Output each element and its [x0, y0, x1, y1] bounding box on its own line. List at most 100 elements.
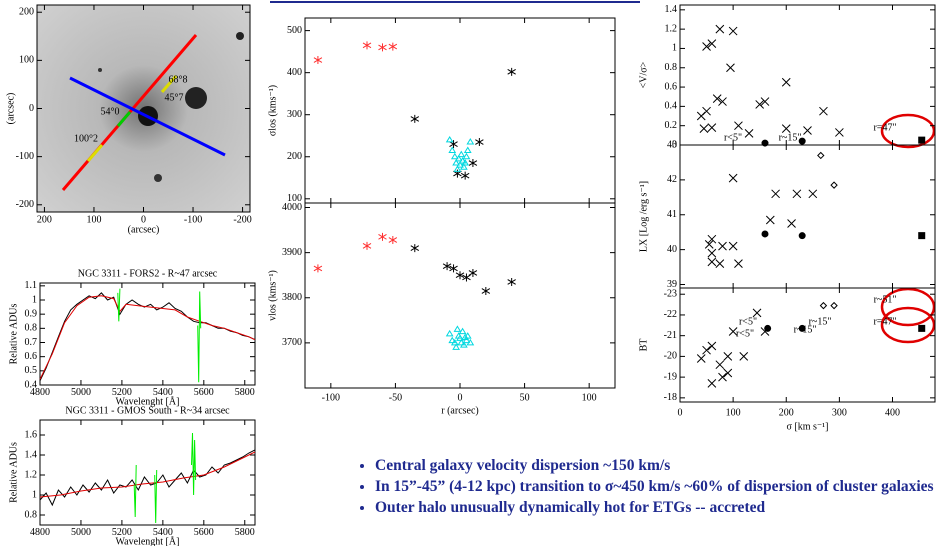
data-point: [453, 325, 462, 332]
plot-frame: [679, 4, 936, 146]
y-tick-label: -22: [664, 309, 677, 320]
bullet: Outer halo unusually dynamically hot for…: [375, 498, 935, 517]
data-point: [707, 234, 717, 244]
annotation: 54°0: [101, 106, 120, 117]
data-point: [723, 368, 733, 378]
y-tick-label: 100: [287, 193, 302, 204]
plot-frame: [679, 144, 936, 289]
annotation: r=47": [873, 316, 896, 327]
x-tick-label: 400: [885, 407, 900, 418]
data-point: [442, 262, 452, 271]
x-tick-label: 100: [726, 407, 741, 418]
y-tick-label: 1: [32, 294, 37, 305]
spectrum-line: [133, 432, 197, 524]
data-point: [481, 286, 491, 295]
data-point: [728, 241, 738, 251]
y-tick-label: -100: [16, 151, 34, 162]
data-point: [715, 24, 725, 34]
data-point: [463, 146, 472, 153]
data-point: [455, 271, 465, 280]
data-point: [819, 106, 828, 116]
data-point: [798, 324, 806, 332]
plot-frame: [304, 202, 616, 389]
plot-frame: [679, 287, 936, 403]
y-tick-label: 40: [667, 244, 677, 255]
data-point: [918, 232, 926, 240]
data-point: [761, 230, 769, 238]
data-point: [456, 161, 464, 168]
data-point: [448, 336, 457, 344]
data-point: [462, 336, 471, 344]
y-tick-label: 1: [32, 489, 37, 500]
data-point: [450, 152, 459, 160]
x-tick-label: 5400: [153, 387, 173, 398]
y-tick-label: -200: [16, 199, 34, 210]
annotation: r~15": [809, 316, 832, 327]
y-tick-label: 0.8: [25, 323, 38, 334]
data-point: [702, 42, 711, 51]
bullet: In 15”-45” (4-12 kpc) transition to σ~45…: [375, 477, 935, 496]
y-tick-label: 0.9: [25, 308, 38, 319]
y-tick-label: 0.8: [665, 62, 678, 73]
highlight: [880, 113, 936, 149]
y-tick-label: 0: [672, 139, 677, 150]
y-tick-label: 39: [667, 279, 677, 290]
data-point: [707, 341, 717, 351]
data-point: [457, 150, 466, 158]
galaxy: [98, 68, 102, 72]
y-tick-label: 300: [287, 109, 302, 120]
y-tick-label: 0.5: [25, 365, 38, 376]
x-tick-label: 5400: [153, 527, 173, 538]
data-point: [378, 232, 387, 241]
y-tick-label: 500: [287, 25, 302, 36]
data-point: [450, 338, 459, 346]
data-point: [718, 372, 727, 382]
y-tick-label: 0.4: [25, 379, 38, 390]
data-point: [459, 341, 468, 348]
y-axis-label: LX [Log /erg s⁻¹]: [638, 181, 649, 252]
y-tick-label: 0.6: [665, 81, 678, 92]
data-point: [452, 159, 461, 166]
data-point: [712, 94, 722, 104]
y-tick-label: 1.1: [25, 280, 38, 291]
y-tick-label: 3900: [282, 247, 302, 258]
annotation: 100°2: [74, 133, 98, 144]
annotation: r<5": [739, 316, 757, 327]
data-point: [715, 360, 725, 370]
data-point: [715, 259, 725, 268]
x-tick-label: 4800: [30, 387, 50, 398]
data-point: [388, 236, 398, 244]
data-point: [449, 264, 458, 273]
y-tick-label: 0.4: [665, 101, 678, 112]
data-point: [728, 173, 738, 183]
data-point: [704, 240, 714, 249]
data-point: [696, 354, 706, 363]
data-point: [458, 156, 467, 164]
data-point: [798, 232, 806, 240]
data-point: [764, 324, 772, 332]
data-point: [445, 135, 454, 143]
y-tick-label: 1.4: [665, 4, 678, 15]
data-point: [755, 100, 765, 109]
galaxy: [154, 174, 162, 182]
spectrum-line: [117, 288, 202, 383]
data-point: [792, 189, 802, 199]
data-point: [830, 301, 838, 310]
x-tick-label: 0: [678, 407, 683, 418]
y-tick-label: 200: [287, 151, 302, 162]
x-tick-label: 0: [141, 214, 146, 225]
y-tick-label: 200: [19, 7, 34, 18]
data-point: [726, 63, 735, 73]
data-point: [918, 324, 926, 332]
x-tick-label: 5000: [71, 387, 91, 398]
data-point: [461, 333, 470, 340]
y-axis-label: BT: [638, 339, 649, 352]
data-point: [707, 378, 717, 388]
x-tick-label: -100: [184, 214, 202, 225]
annotation: r~15": [779, 132, 802, 143]
x-tick-label: -50: [389, 392, 402, 403]
annotation: 45°7: [165, 92, 184, 103]
data-point: [410, 244, 420, 253]
data-point: [808, 189, 818, 199]
data-point: [466, 338, 475, 346]
